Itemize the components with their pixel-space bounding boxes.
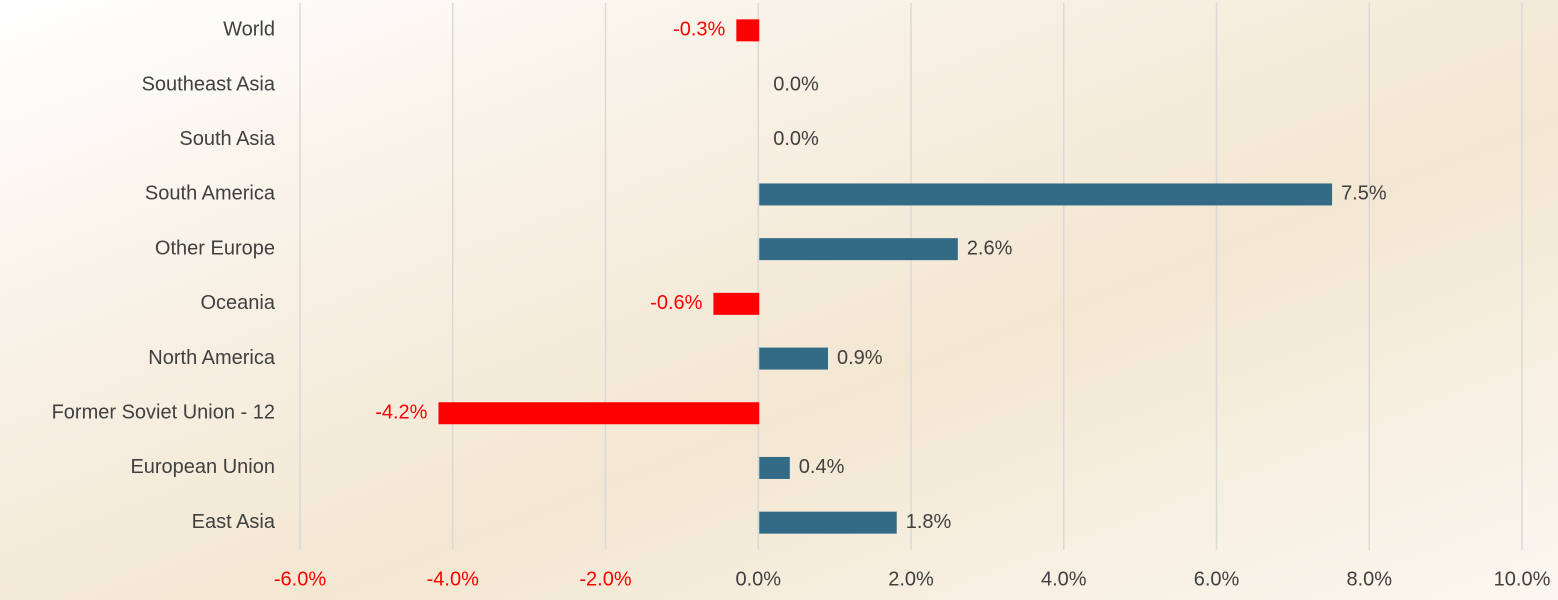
data-label: 7.5% (1341, 183, 1387, 205)
y-tick-label: Oceania (201, 292, 276, 314)
data-label: 0.9% (837, 347, 883, 369)
y-tick-label: Other Europe (155, 237, 275, 259)
x-tick-label: 4.0% (1041, 568, 1087, 590)
data-label: 0.0% (773, 73, 819, 95)
x-tick-label: -6.0% (274, 568, 326, 590)
bar (759, 238, 958, 261)
data-label: 2.6% (967, 237, 1013, 259)
bar (759, 511, 897, 534)
y-tick-label: South America (145, 183, 276, 205)
x-tick-label: -2.0% (579, 568, 631, 590)
y-tick-label: South Asia (179, 128, 276, 150)
bar (759, 347, 828, 370)
data-label: -4.2% (375, 402, 427, 424)
y-tick-label: European Union (130, 456, 275, 478)
bar (713, 292, 760, 315)
x-tick-label: 2.0% (888, 568, 934, 590)
bar (438, 402, 760, 425)
x-tick-label: 6.0% (1194, 568, 1240, 590)
bar (759, 456, 790, 479)
y-tick-label: Southeast Asia (142, 73, 276, 95)
y-tick-label: East Asia (192, 511, 276, 533)
y-tick-label: Former Soviet Union - 12 (52, 402, 275, 424)
data-label: -0.3% (673, 19, 725, 41)
data-label: 0.4% (799, 456, 845, 478)
bar (736, 19, 760, 42)
plot-area: -6.0% -4.0% -2.0% 0.0% 2.0% 4.0% 6.0% 8.0% 10.0%… (52, 3, 1551, 590)
bar (759, 183, 1333, 206)
y-tick-label: North America (148, 347, 276, 369)
x-tick-label: 10.0% (1494, 568, 1551, 590)
data-label: 1.8% (906, 511, 952, 533)
data-label: 0.0% (773, 128, 819, 150)
x-tick-label: -4.0% (427, 568, 479, 590)
x-tick-label: 0.0% (735, 568, 781, 590)
y-tick-label: World (223, 19, 275, 41)
data-label: -0.6% (650, 292, 702, 314)
x-tick-label: 8.0% (1346, 568, 1392, 590)
